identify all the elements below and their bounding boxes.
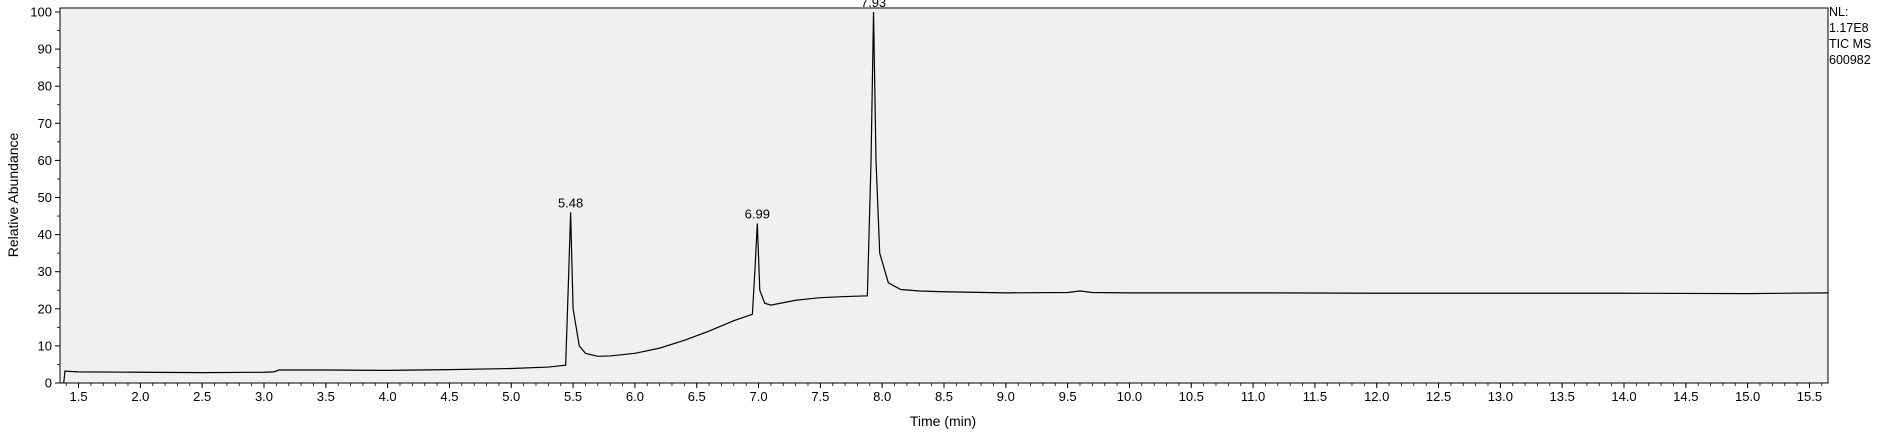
axis-ticks <box>55 11 1823 388</box>
x-tick-label: 3.0 <box>255 389 273 404</box>
x-tick-label: 13.0 <box>1488 389 1513 404</box>
x-axis-title: Time (min) <box>910 413 976 429</box>
plot-area <box>59 7 1829 384</box>
y-tick-label: 20 <box>38 301 52 316</box>
scan-filter: TIC MS <box>1829 37 1872 51</box>
x-tick-label: 10.5 <box>1179 389 1204 404</box>
nl-value: 1.17E8 <box>1829 21 1869 35</box>
y-tick-label: 50 <box>38 190 52 205</box>
x-tick-label: 6.0 <box>626 389 644 404</box>
x-tick-label: 7.0 <box>750 389 768 404</box>
x-tick-label: 8.5 <box>935 389 953 404</box>
x-tick-label: 12.5 <box>1426 389 1451 404</box>
x-tick-label: 9.0 <box>997 389 1015 404</box>
x-tick-label: 10.0 <box>1117 389 1142 404</box>
y-tick-label: 80 <box>38 79 52 94</box>
peak-label: 6.99 <box>745 206 770 221</box>
x-tick-label: 8.0 <box>873 389 891 404</box>
x-tick-label: 4.0 <box>379 389 397 404</box>
y-axis-title: Relative Abundance <box>5 133 21 258</box>
x-tick-label: 15.0 <box>1735 389 1760 404</box>
x-tick-label: 14.5 <box>1673 389 1698 404</box>
x-tick-label: 9.5 <box>1059 389 1077 404</box>
x-tick-label: 5.5 <box>564 389 582 404</box>
x-tick-label: 1.5 <box>70 389 88 404</box>
y-tick-label: 70 <box>38 116 52 131</box>
peak-label: 7.93 <box>861 0 886 10</box>
x-tick-label: 3.5 <box>317 389 335 404</box>
x-tick-label: 6.5 <box>688 389 706 404</box>
x-tick-label: 11.5 <box>1303 389 1327 404</box>
y-axis-tick-labels: 0 10 20 30 40 50 60 70 80 90 100 <box>30 5 52 391</box>
x-tick-label: 2.0 <box>131 389 149 404</box>
y-tick-label: 100 <box>30 5 52 20</box>
peak-label: 5.48 <box>558 195 583 210</box>
x-axis-tick-labels: 1.5 2.0 2.5 3.0 3.5 4.0 4.5 5.0 5.5 6.0 6.5 7.0 7.5 8… <box>70 389 1823 404</box>
y-tick-label: 60 <box>38 153 52 168</box>
x-tick-label: 15.5 <box>1797 389 1822 404</box>
tic-trace-line <box>63 11 1829 384</box>
y-tick-label: 0 <box>45 376 52 391</box>
normalization-info: NL: 1.17E8 TIC MS 600982 <box>1829 4 1871 68</box>
y-tick-label: 90 <box>38 42 52 57</box>
x-tick-label: 5.0 <box>502 389 520 404</box>
x-tick-label: 2.5 <box>193 389 211 404</box>
x-tick-label: 13.5 <box>1550 389 1575 404</box>
x-tick-label: 11.0 <box>1241 389 1265 404</box>
y-tick-label: 30 <box>38 264 52 279</box>
x-tick-label: 4.5 <box>440 389 458 404</box>
peak-labels: 5.48 6.99 7.93 <box>558 0 886 221</box>
nl-label: NL: <box>1829 5 1849 19</box>
x-tick-label: 14.0 <box>1611 389 1636 404</box>
sample-id: 600982 <box>1829 53 1871 67</box>
x-tick-label: 7.5 <box>811 389 829 404</box>
y-tick-label: 10 <box>38 338 52 353</box>
y-tick-label: 40 <box>38 227 52 242</box>
x-tick-label: 12.0 <box>1364 389 1389 404</box>
